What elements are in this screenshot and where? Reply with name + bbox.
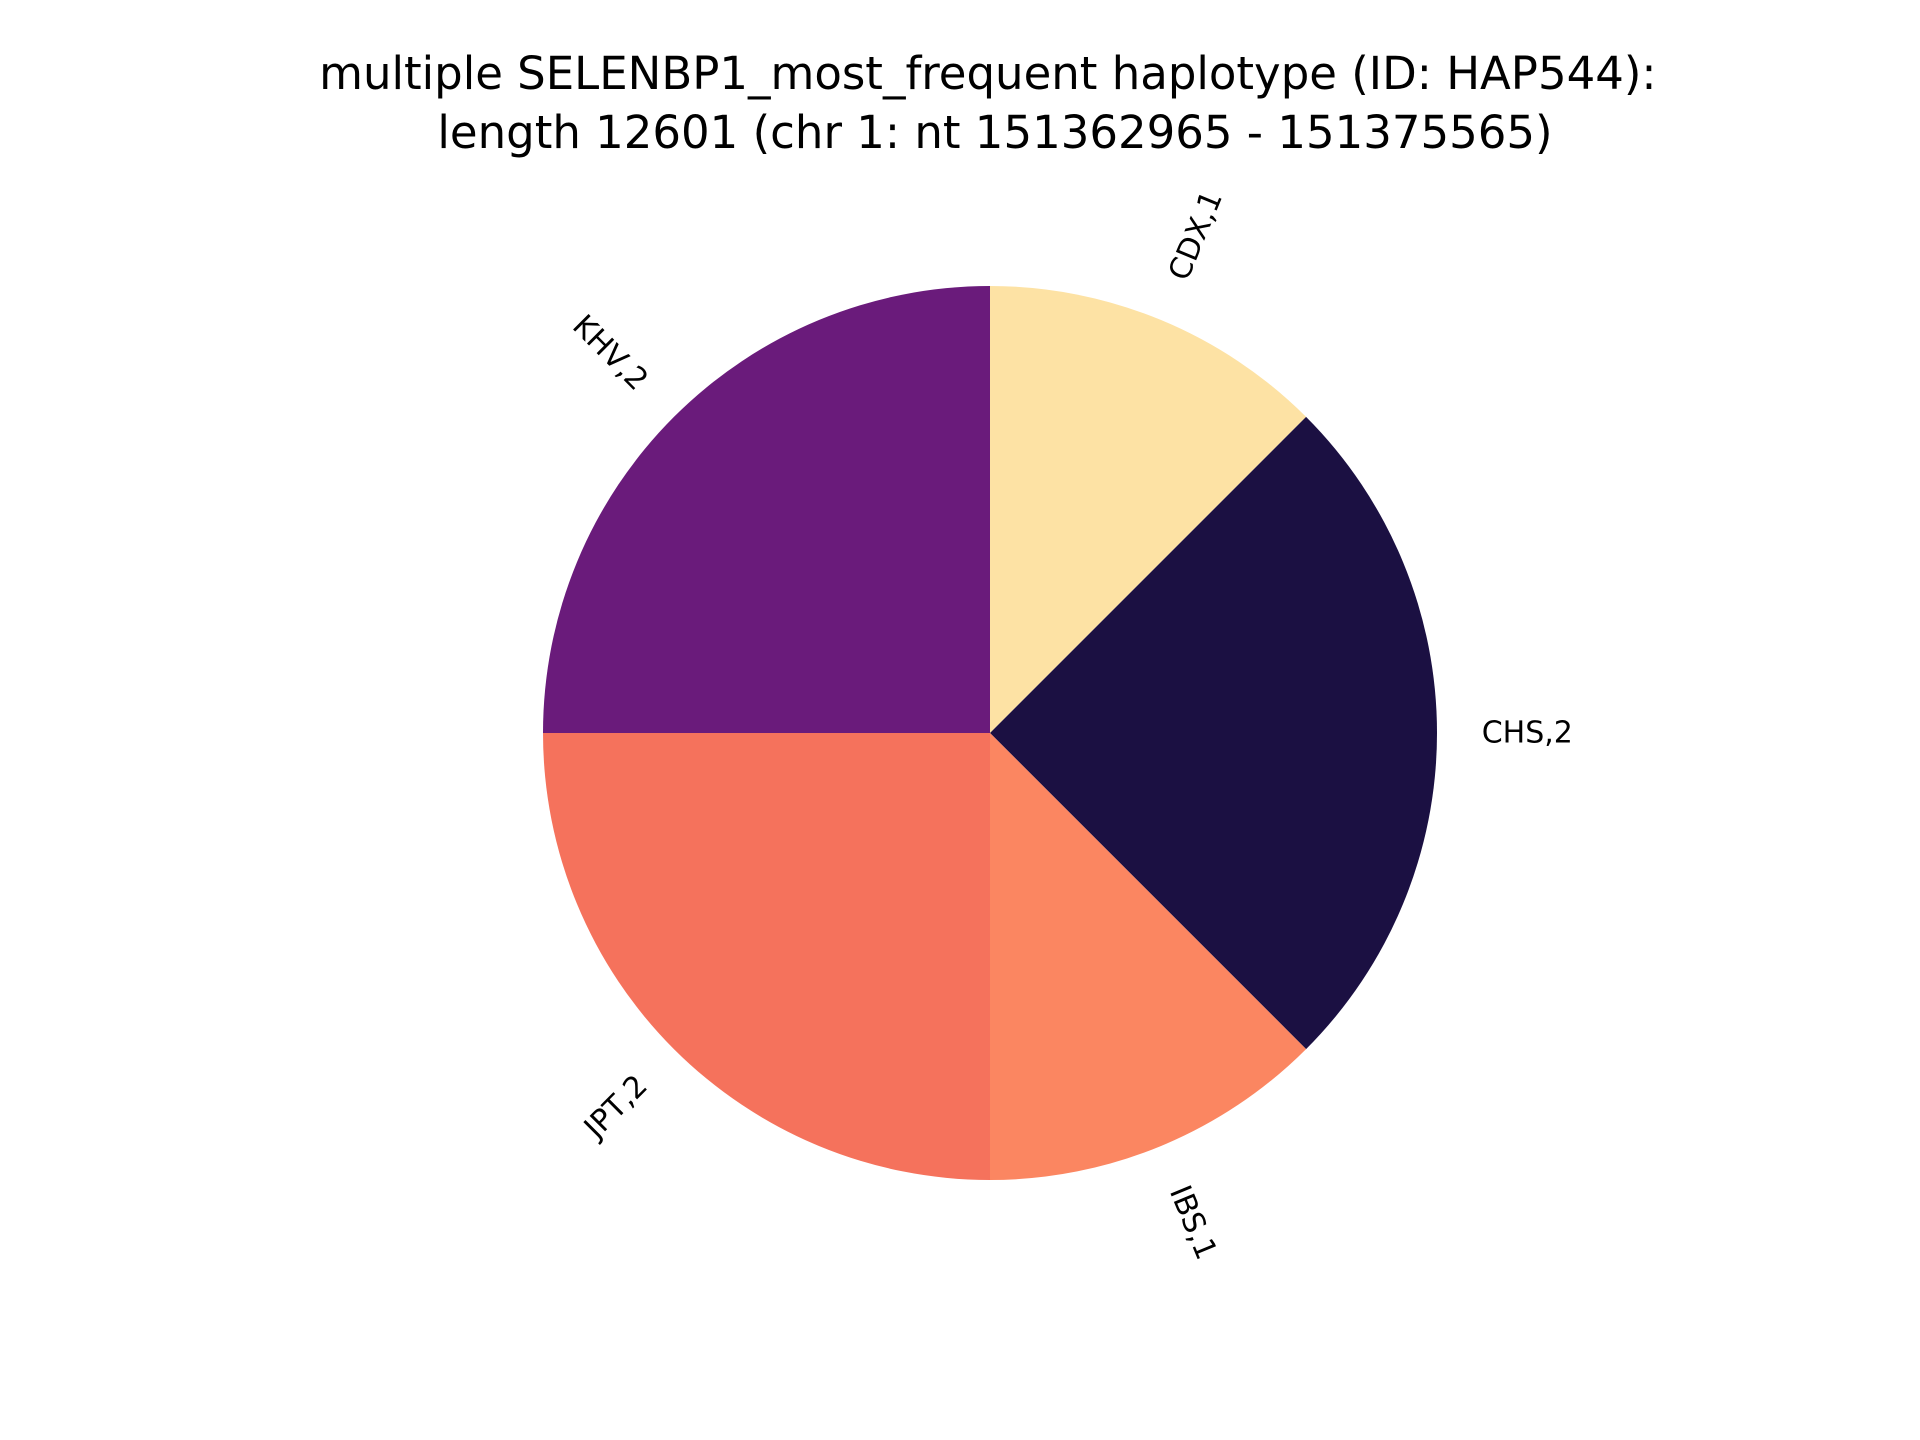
- slice-label-ibs: IBS,1: [1162, 1181, 1224, 1265]
- chart-title-line-1: multiple SELENBP1_most_frequent haplotyp…: [319, 47, 1656, 100]
- pie-slice-cdx: [990, 286, 1307, 733]
- pie-slice-ibs: [990, 733, 1307, 1180]
- slice-label-jpt: JPT,2: [576, 1068, 654, 1146]
- pie-slice-khv: [543, 286, 990, 733]
- slice-label-khv: KHV,2: [565, 308, 654, 397]
- slice-label-chs: CHS,2: [1482, 716, 1573, 751]
- chart-title-line-2: length 12601 (chr 1: nt 151362965 - 1513…: [437, 106, 1552, 159]
- slice-label-cdx: CDX,1: [1162, 186, 1230, 286]
- pie-slice-chs: [990, 416, 1438, 1050]
- chart-title: multiple SELENBP1_most_frequent haplotyp…: [319, 47, 1671, 159]
- pie-slice-jpt: [543, 733, 990, 1180]
- pie-slices: [543, 286, 1438, 1180]
